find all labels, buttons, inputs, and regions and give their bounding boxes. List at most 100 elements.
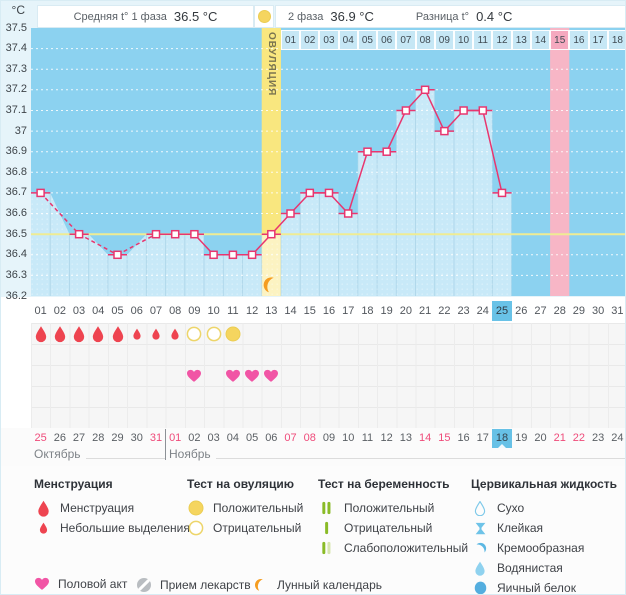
cycle-day-cell[interactable]: 31 bbox=[611, 305, 624, 317]
legend-item-label: Кремообразная bbox=[497, 541, 585, 555]
calendar-date-cell[interactable]: 29 bbox=[111, 432, 124, 444]
y-axis-label: 36.4 bbox=[5, 248, 27, 261]
cycle-day-cell[interactable]: 20 bbox=[399, 305, 413, 317]
calendar-today-cell[interactable]: 18 bbox=[492, 429, 512, 448]
cycle-day-cell[interactable]: 14 bbox=[284, 305, 297, 317]
temperature-point bbox=[324, 188, 334, 198]
phase2-average-box: 2 фаза 36.9 °C Разница t° 0.4 °C bbox=[275, 5, 625, 28]
menstruation-drop-icon bbox=[53, 325, 66, 342]
phase2-day-cell: 07 bbox=[396, 30, 416, 50]
legend: Менструация Менструация Небольшие выделени… bbox=[1, 466, 625, 594]
temperature-point bbox=[190, 229, 199, 239]
phase2-label: 2 фаза bbox=[288, 10, 324, 23]
calendar-date-cell[interactable]: 19 bbox=[515, 432, 528, 444]
legend-item: Водянистая bbox=[471, 558, 617, 578]
calendar-date-cell[interactable]: 21 bbox=[553, 432, 566, 444]
cycle-day-cell[interactable]: 26 bbox=[515, 305, 528, 317]
calendar-date-cell[interactable]: 01 bbox=[169, 432, 182, 444]
phase2-day-cell: 05 bbox=[357, 30, 378, 50]
calendar-date-cell[interactable]: 22 bbox=[572, 432, 586, 444]
intercourse-heart-icon bbox=[225, 369, 241, 383]
cycle-day-cell[interactable]: 10 bbox=[207, 305, 220, 317]
temperature-point bbox=[497, 188, 507, 198]
calendar-date-cell[interactable]: 02 bbox=[188, 432, 201, 444]
cycle-day-cell[interactable]: 05 bbox=[111, 305, 124, 317]
cycle-day-cell[interactable]: 09 bbox=[188, 305, 201, 317]
calendar-date-cell[interactable]: 03 bbox=[207, 432, 220, 444]
calendar-date-cell[interactable]: 15 bbox=[438, 432, 451, 444]
cycle-day-cell[interactable]: 24 bbox=[476, 305, 489, 317]
cycle-day-cell[interactable]: 17 bbox=[342, 305, 355, 317]
legend-section: Тест на беременность Положительный Отрицат… bbox=[318, 477, 468, 558]
cycle-day-cell[interactable]: 29 bbox=[572, 305, 586, 317]
legend-item-label: Клейкая bbox=[497, 521, 544, 535]
calendar-date-cell[interactable]: 04 bbox=[226, 432, 239, 444]
calendar-date-cell[interactable]: 28 bbox=[92, 432, 105, 444]
legend-section-title: Тест на беременность bbox=[318, 477, 450, 491]
calendar-date-cell[interactable]: 25 bbox=[34, 432, 47, 444]
cycle-day-cell[interactable]: 21 bbox=[419, 305, 432, 317]
cycle-day-cell[interactable]: 27 bbox=[534, 305, 547, 317]
cycle-day-cell[interactable]: 18 bbox=[361, 305, 374, 317]
cycle-day-cell[interactable]: 23 bbox=[457, 305, 470, 317]
calendar-date-cell[interactable]: 05 bbox=[245, 432, 259, 444]
calendar-date-cell[interactable]: 23 bbox=[592, 432, 605, 444]
calendar-date-cell[interactable]: 13 bbox=[399, 432, 413, 444]
spotting-drop-icon bbox=[34, 522, 52, 534]
cycle-day-cell[interactable]: 13 bbox=[265, 305, 278, 317]
cycle-day-cell[interactable]: 16 bbox=[322, 305, 336, 317]
cycle-day-cell[interactable]: 03 bbox=[72, 305, 86, 317]
cycle-day-cell[interactable]: 12 bbox=[245, 305, 259, 317]
cycle-day-cell[interactable]: 07 bbox=[149, 305, 163, 317]
legend-item: Небольшие выделения bbox=[34, 518, 190, 538]
cycle-day-cell[interactable]: 19 bbox=[380, 305, 393, 317]
phase2-day-cell: 14 bbox=[530, 30, 551, 50]
cycle-day-cell[interactable]: 25 bbox=[492, 301, 512, 321]
calendar-baseline bbox=[209, 458, 625, 459]
temperature-point bbox=[420, 85, 430, 95]
calendar-date-cell[interactable]: 20 bbox=[534, 432, 547, 444]
fluid-sticky-icon bbox=[471, 522, 489, 535]
today-marker-arrow bbox=[498, 444, 507, 448]
legend-item: Половой акт bbox=[34, 577, 127, 591]
legend-item: Менструация bbox=[34, 498, 190, 518]
cycle-day-cell[interactable]: 01 bbox=[34, 305, 47, 317]
fluid-watery-icon bbox=[471, 561, 489, 576]
calendar-date-cell[interactable]: 12 bbox=[380, 432, 393, 444]
ovulation-column-label: ОВУЛЯЦИЯ bbox=[266, 32, 277, 97]
ovulation-test-negative-icon bbox=[206, 326, 222, 342]
calendar-date-cell[interactable]: 16 bbox=[457, 432, 470, 444]
calendar-date-cell[interactable]: 08 bbox=[303, 432, 316, 444]
intercourse-heart-icon bbox=[263, 369, 279, 383]
calendar-date-cell[interactable]: 11 bbox=[361, 432, 374, 444]
calendar-date-cell[interactable]: 09 bbox=[322, 432, 336, 444]
cycle-day-cell[interactable]: 08 bbox=[169, 305, 182, 317]
cycle-day-cell[interactable]: 11 bbox=[227, 305, 239, 317]
calendar-date-cell[interactable]: 24 bbox=[611, 432, 624, 444]
calendar-date-cell[interactable]: 10 bbox=[342, 432, 355, 444]
bbt-chart: 01 02 03 04 05 06 07 08 09 10 11 12 13 14 15 16 17 18 bbox=[31, 28, 625, 296]
calendar-date-cell[interactable]: 27 bbox=[72, 432, 86, 444]
y-axis-label: 36.2 bbox=[5, 289, 27, 302]
temperature-point bbox=[305, 188, 315, 198]
cycle-day-cell[interactable]: 30 bbox=[592, 305, 605, 317]
phase2-day-cell: 10 bbox=[453, 30, 474, 50]
cycle-day-cell[interactable]: 28 bbox=[553, 305, 566, 317]
calendar-date-cell[interactable]: 14 bbox=[419, 432, 432, 444]
phase2-value: 36.9 °C bbox=[330, 9, 374, 24]
calendar-date-cell[interactable]: 30 bbox=[130, 432, 143, 444]
calendar-date-cell[interactable]: 31 bbox=[149, 432, 163, 444]
cycle-day-cell[interactable]: 06 bbox=[130, 305, 143, 317]
cycle-day-cell[interactable]: 15 bbox=[303, 305, 316, 317]
calendar-date-cell[interactable]: 17 bbox=[476, 432, 489, 444]
cycle-day-cell[interactable]: 02 bbox=[53, 305, 66, 317]
calendar-date-cell[interactable]: 26 bbox=[53, 432, 66, 444]
legend-item: Яичный белок bbox=[471, 578, 617, 594]
calendar-date-cell[interactable]: 07 bbox=[284, 432, 297, 444]
cycle-day-cell[interactable]: 04 bbox=[92, 305, 105, 317]
phase2-day-cell: 13 bbox=[511, 30, 531, 50]
ovulation-test-positive-icon bbox=[187, 500, 205, 516]
cycle-day-cell[interactable]: 22 bbox=[438, 305, 451, 317]
calendar-date-cell[interactable]: 06 bbox=[265, 432, 278, 444]
